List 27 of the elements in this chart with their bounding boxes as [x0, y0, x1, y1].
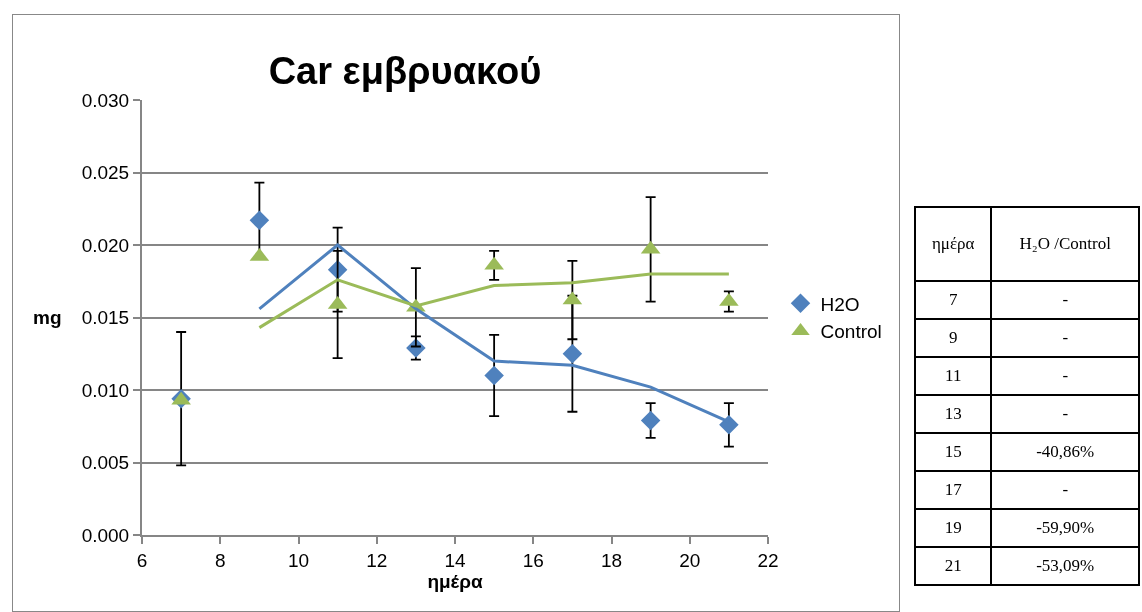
x-tick-label: 6 [136, 549, 148, 571]
y-axis-title: mg [33, 307, 62, 328]
x-tick-label: 20 [679, 549, 701, 571]
x-tick-label: 18 [600, 549, 623, 571]
y-tick-label: 0.020 [81, 234, 130, 256]
y-tick-label: 0.025 [81, 162, 130, 184]
legend-label: H2O [820, 293, 860, 315]
y-tick-label: 0.010 [81, 379, 130, 401]
x-tick-label: 16 [522, 549, 544, 571]
x-tick-label: 12 [366, 549, 388, 571]
y-tick-label: 0.030 [81, 89, 130, 111]
x-axis-title: ημέρα [427, 570, 483, 592]
point [484, 365, 504, 386]
point [640, 410, 661, 431]
notes-table: ημέρα H₂O /Control 7 - 9 - 11 - 13 - 15 -40,86% 17 - 19 -59,90% 21 -53,09% [914, 206, 1140, 586]
point [484, 256, 504, 270]
chart-title: Car εμβρυακού [268, 49, 542, 92]
y-tick-label: 0.000 [81, 524, 130, 546]
x-tick-label: 22 [757, 549, 779, 571]
y-tick-label: 0.005 [81, 452, 130, 474]
x-tick-label: 10 [287, 549, 310, 571]
x-tick-label: 14 [444, 549, 466, 571]
point [562, 344, 583, 364]
legend-label: Control [820, 321, 882, 343]
y-tick-label: 0.015 [81, 307, 130, 329]
point [719, 415, 739, 435]
x-tick-label: 8 [214, 549, 226, 571]
